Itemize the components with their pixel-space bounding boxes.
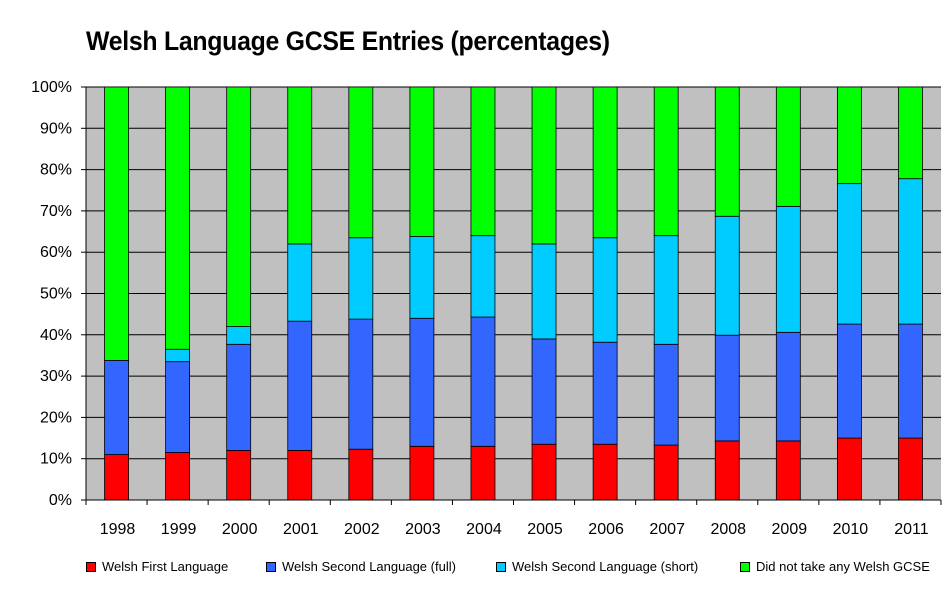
bar-segment (898, 323, 923, 439)
bar-segment (898, 86, 923, 180)
bar-segment (104, 360, 129, 455)
bar-segment (836, 86, 862, 185)
bar-segment (470, 316, 496, 447)
x-tick-label: 2000 (222, 521, 258, 538)
y-tick-label: 80% (40, 162, 72, 179)
y-tick-label: 10% (40, 451, 72, 468)
bar-segment (592, 443, 618, 501)
x-tick-label: 2007 (649, 521, 685, 538)
y-tick-label: 50% (40, 286, 72, 303)
bar-segment (775, 86, 801, 207)
x-tick-label: 2001 (283, 521, 319, 538)
bar-segment (470, 235, 496, 318)
chart-legend: Welsh First Language Welsh Second Languag… (0, 559, 949, 581)
bar-segment (531, 443, 557, 501)
legend-swatch (266, 561, 276, 572)
y-tick-label: 60% (40, 244, 72, 261)
y-tick-label: 30% (40, 368, 72, 385)
bar-segment (653, 86, 679, 237)
bar-segment (653, 235, 679, 345)
legend-item: Did not take any Welsh GCSE (740, 559, 930, 574)
bar-segment (226, 86, 252, 327)
bar-segment (531, 338, 557, 445)
x-tick-label: 2002 (344, 521, 380, 538)
x-tick-label: 1998 (100, 521, 136, 538)
x-tick-label: 2011 (894, 521, 929, 538)
bar-segment (592, 237, 618, 343)
legend-swatch (740, 561, 750, 572)
bar-segment (714, 440, 740, 501)
bar-segment (898, 178, 923, 325)
bar-segment (409, 317, 435, 447)
bar-segment (226, 326, 252, 345)
bar-segment (348, 318, 374, 450)
legend-item: Welsh Second Language (full) (266, 559, 456, 574)
legend-item: Welsh Second Language (short) (496, 559, 698, 574)
bar-segment (592, 86, 618, 239)
x-tick-label: 2006 (588, 521, 624, 538)
bar-segment (287, 243, 313, 322)
bar-segment (714, 86, 740, 217)
y-tick-label: 20% (40, 409, 72, 426)
bar-segment (409, 86, 435, 237)
bar-segment (104, 454, 129, 501)
bar-segment (226, 343, 252, 451)
bar-segment (898, 437, 923, 501)
legend-label: Did not take any Welsh GCSE (756, 559, 930, 574)
bar-segment (287, 450, 313, 501)
bar-segment (165, 452, 191, 501)
x-tick-label: 2008 (710, 521, 746, 538)
bar-segment (531, 243, 557, 340)
bar-segment (592, 341, 618, 445)
bar-segment (409, 445, 435, 501)
bar-segment (775, 440, 801, 501)
bar-segment (287, 320, 313, 451)
bar-segment (836, 183, 862, 325)
bar-segment (714, 215, 740, 336)
y-tick-label: 100% (31, 79, 72, 96)
bar-segment (775, 331, 801, 442)
x-tick-label: 1999 (161, 521, 197, 538)
legend-label: Welsh First Language (102, 559, 229, 574)
bar-segment (775, 205, 801, 333)
bar-segment (836, 323, 862, 439)
x-tick-label: 2003 (405, 521, 441, 538)
bar-segment (104, 86, 129, 361)
legend-swatch (86, 561, 96, 572)
x-tick-label: 2005 (527, 521, 563, 538)
bar-segment (348, 237, 374, 320)
bar-segment (287, 86, 313, 245)
x-tick-label: 2010 (833, 521, 869, 538)
bar-segment (409, 236, 435, 319)
bar-segment (348, 448, 374, 501)
y-tick-label: 90% (40, 120, 72, 137)
bar-segment (165, 361, 191, 453)
legend-swatch (496, 561, 506, 572)
x-tick-label: 2004 (466, 521, 502, 538)
bar-segment (165, 86, 191, 350)
chart-title: Welsh Language GCSE Entries (percentages… (86, 26, 610, 56)
bar-segment (165, 348, 191, 363)
bar-segment (531, 86, 557, 245)
y-tick-label: 40% (40, 327, 72, 344)
y-tick-label: 0% (49, 492, 72, 509)
bar-segment (714, 334, 740, 442)
legend-label: Welsh Second Language (short) (512, 559, 699, 574)
legend-label: Welsh Second Language (full) (282, 559, 456, 574)
bar-segment (470, 86, 496, 237)
bar-segment (226, 450, 252, 501)
bar-segment (836, 437, 862, 501)
bar-segment (653, 444, 679, 501)
bar-segment (470, 445, 496, 501)
bar-segment (653, 343, 679, 446)
y-tick-label: 70% (40, 203, 72, 220)
legend-item: Welsh First Language (86, 559, 228, 574)
x-tick-label: 2009 (772, 521, 808, 538)
bar-segment (348, 86, 374, 239)
